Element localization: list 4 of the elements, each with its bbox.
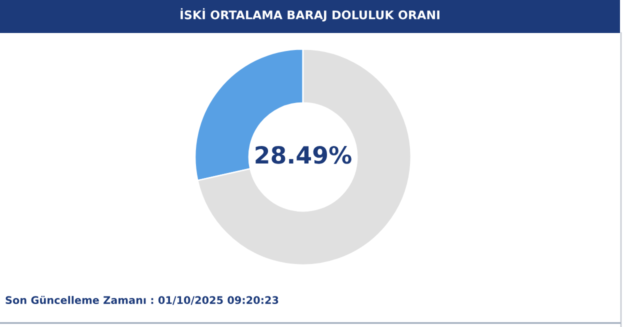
text: 28.49% bbox=[256, 146, 352, 164]
chart-title: İSKİ ORTALAMA BARAJ DOLULUK ORANI bbox=[180, 8, 440, 22]
donut-slice bbox=[196, 48, 412, 266]
text: Son Güncelleme Zamanı : 01/10/2025 09:20:23 bbox=[6, 296, 278, 305]
